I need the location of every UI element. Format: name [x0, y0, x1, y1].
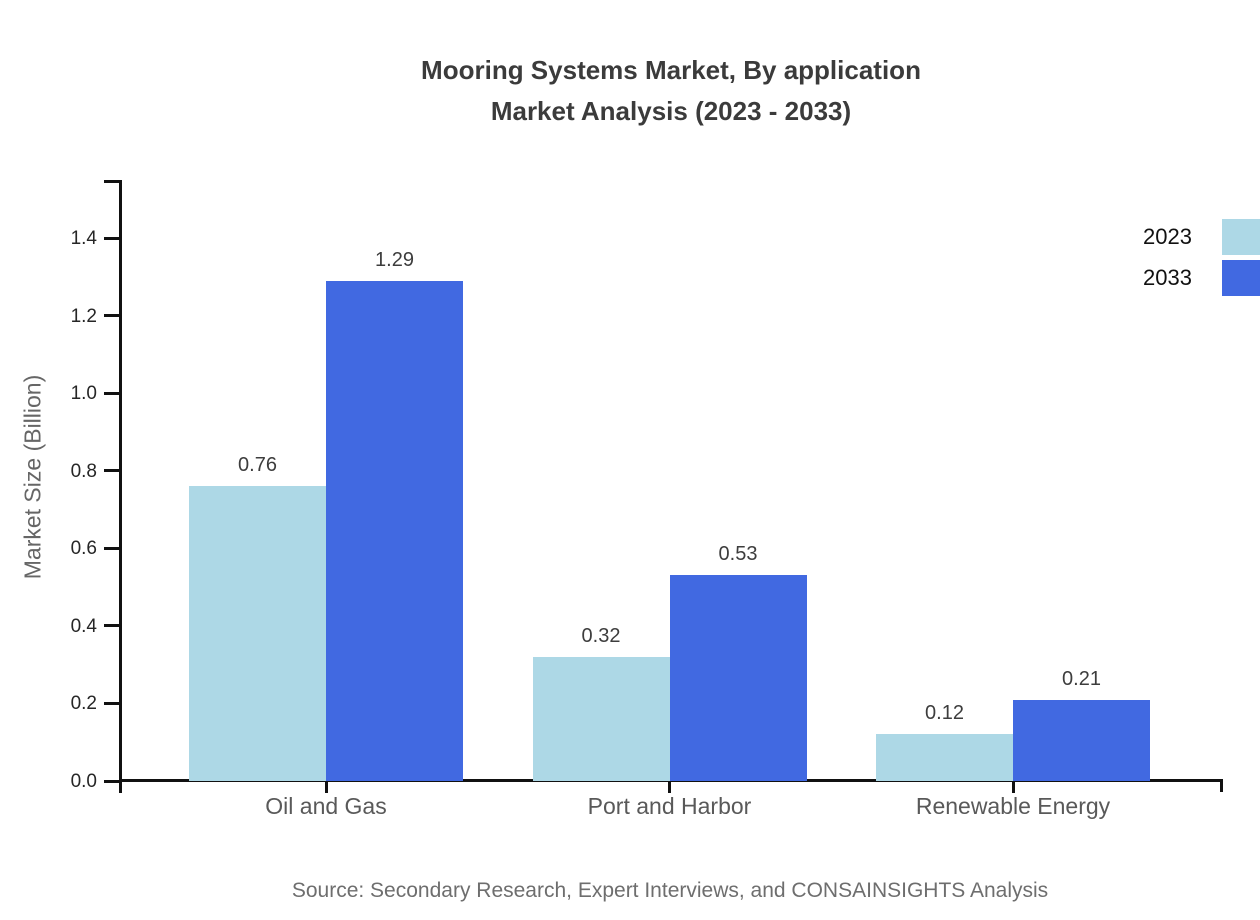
chart-title: Mooring Systems Market, By application M…: [421, 50, 921, 132]
x-tick: [668, 781, 671, 793]
bar-value-label: 0.76: [238, 454, 277, 477]
y-tick-label: 0.2: [70, 693, 97, 715]
x-tick: [1011, 781, 1015, 793]
bar-2033-oil-and-gas: [326, 280, 463, 781]
chart-title-line-2: Market Analysis (2023 - 2033): [490, 96, 852, 126]
bar-value-label: 0.12: [925, 702, 964, 725]
bar-2033-port-and-harbor: [669, 575, 807, 781]
y-tick-label: 0.0: [70, 771, 97, 792]
legend-label: 2033: [1143, 265, 1192, 290]
y-tick-label: 0.8: [70, 460, 97, 482]
y-tick: [104, 314, 119, 318]
source-text: Source: Secondary Research, Expert Inter…: [291, 879, 1049, 902]
bar-value-label: 0.21: [1062, 667, 1101, 690]
x-axis-right-cap: [1220, 779, 1223, 792]
x-category-label: Oil and Gas: [265, 793, 387, 819]
y-axis-line: [119, 180, 122, 793]
legend-label: 2023: [1143, 224, 1192, 249]
bar-2023-oil-and-gas: [189, 486, 326, 781]
bar-value-label: 0.53: [718, 543, 758, 566]
x-category-label: Renewable Energy: [915, 793, 1111, 819]
y-tick: [104, 701, 119, 705]
y-tick-label: 0.6: [70, 538, 97, 560]
x-tick: [324, 781, 328, 793]
legend-row: 2033: [1143, 260, 1260, 296]
plot-area: 0.0 0.2 0.4 0.6 0.8 1.0 1.2 1.4 Oil and Gas Port…: [71, 180, 1223, 819]
y-tick-label: 1.0: [70, 383, 97, 405]
legend-row: 2023: [1143, 219, 1260, 255]
bar-2023-renewable-energy: [876, 734, 1013, 781]
bar-2023-port-and-harbor: [532, 656, 670, 781]
bar-2033-renewable-energy: [1013, 699, 1150, 781]
x-category-label: Port and Harbor: [587, 793, 752, 819]
y-tick: [104, 236, 119, 240]
y-tick: [104, 779, 119, 783]
bar-value-label: 0.32: [581, 624, 621, 647]
y-tick-label: 1.4: [70, 228, 97, 250]
bar-value-label: 1.29: [375, 248, 414, 271]
y-tick-label: 0.4: [70, 615, 97, 637]
legend-swatch: [1222, 260, 1260, 296]
chart-title-line-1: Mooring Systems Market, By application: [421, 55, 921, 85]
y-tick: [104, 391, 119, 395]
legend-swatch: [1222, 219, 1260, 255]
legend: 2023 2033: [1143, 219, 1260, 301]
y-tick-label: 1.2: [70, 305, 97, 327]
y-axis-top-cap: [104, 180, 119, 183]
y-tick: [104, 624, 119, 628]
y-tick: [104, 469, 119, 473]
y-tick: [104, 546, 119, 550]
